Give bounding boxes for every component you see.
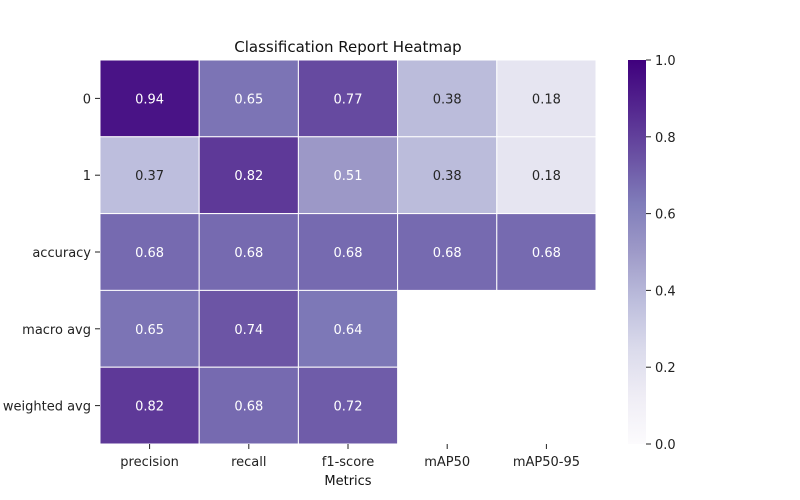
cell-value-label: 0.68	[334, 246, 363, 261]
cell-value-label: 0.64	[334, 323, 363, 338]
cell-value-label: 0.68	[234, 400, 263, 415]
heatmap-cell	[496, 213, 597, 291]
cell-value-label: 0.68	[135, 246, 164, 261]
row-tick-label: 1	[83, 169, 91, 184]
cell-value-label: 0.68	[532, 246, 561, 261]
column-tick-label: f1-score	[322, 455, 374, 470]
heatmap-cell	[99, 136, 200, 215]
colorbar: 0.0 0.2 0.4 0.6 0.8 1.0	[628, 54, 676, 453]
heatmap-cell	[198, 366, 299, 445]
heatmap-cell	[297, 213, 399, 291]
row-tick-label: weighted avg	[3, 400, 91, 415]
colorbar-tick-label: 1.0	[655, 54, 676, 69]
cell-value-label: 0.94	[135, 92, 164, 107]
row-tick-labels: 0 1 accuracy macro avg weighted avg	[3, 92, 100, 415]
heatmap-cell	[297, 289, 399, 368]
row-tick-label: macro avg	[22, 323, 91, 338]
heatmap-cell	[198, 289, 299, 368]
colorbar-gradient	[628, 60, 646, 444]
column-tick-label: precision	[120, 455, 179, 470]
colorbar-tick-label: 0.2	[655, 361, 676, 376]
row-tick-label: 0	[83, 92, 91, 107]
x-axis-label: Metrics	[324, 474, 371, 489]
column-tick-label: mAP50	[424, 455, 470, 470]
cell-value-label: 0.68	[433, 246, 462, 261]
cell-value-label: 0.68	[234, 246, 263, 261]
cell-value-label: 0.18	[532, 92, 561, 107]
cell-value-label: 0.72	[334, 400, 363, 415]
cell-value-label: 0.74	[234, 323, 263, 338]
colorbar-tick-label: 0.8	[655, 131, 676, 146]
cell-value-label: 0.82	[135, 400, 164, 415]
heatmap-cell	[397, 59, 498, 138]
cell-value-label: 0.65	[135, 323, 164, 338]
heatmap-cell	[297, 59, 399, 138]
heatmap-cell	[198, 59, 299, 138]
column-tick-label: recall	[231, 455, 266, 470]
cell-value-label: 0.38	[433, 169, 462, 184]
colorbar-tick-label: 0.4	[655, 284, 676, 299]
heatmap-cell	[297, 366, 399, 445]
cell-value-label: 0.65	[234, 92, 263, 107]
row-tick-label: accuracy	[32, 246, 91, 261]
heatmap-cell	[297, 136, 399, 215]
cell-value-label: 0.38	[433, 92, 462, 107]
chart-title: Classification Report Heatmap	[234, 38, 461, 56]
cell-value-label: 0.37	[135, 169, 164, 184]
cell-value-label: 0.77	[334, 92, 363, 107]
heatmap-cell	[99, 59, 200, 138]
colorbar-tick-label: 0.6	[655, 208, 676, 223]
heatmap-cell	[496, 59, 597, 138]
cell-value-label: 0.51	[334, 169, 363, 184]
column-tick-label: mAP50-95	[513, 455, 580, 470]
heatmap-cell	[99, 366, 200, 445]
cell-value-label: 0.82	[234, 169, 263, 184]
cell-value-label: 0.18	[532, 169, 561, 184]
heatmap-cell	[198, 213, 299, 291]
heatmap-cell	[496, 136, 597, 215]
colorbar-tick-label: 0.0	[655, 438, 676, 453]
heatmap-cells: 0.94 0.65 0.77 0.38 0.18 0.37 0.82 0.51 0.38 0.18…	[99, 59, 597, 445]
heatmap-cell	[397, 213, 498, 291]
column-tick-labels: precision recall f1-score mAP50 mAP50-95	[120, 444, 580, 470]
